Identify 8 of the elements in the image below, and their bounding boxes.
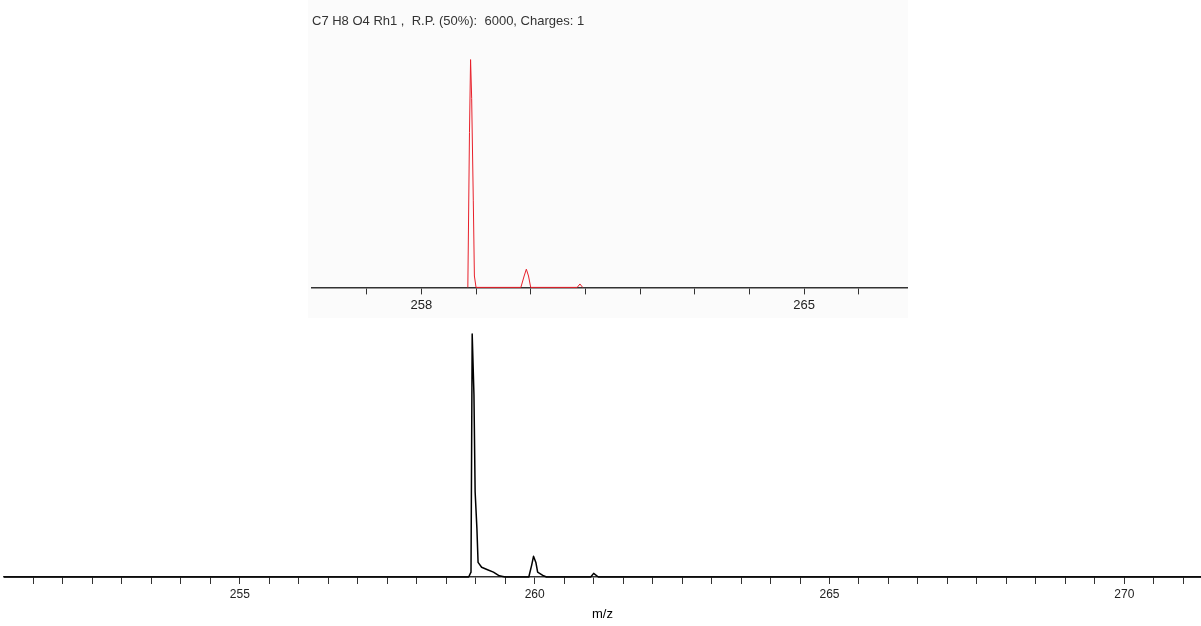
x-tick-label: 270 <box>1114 586 1135 601</box>
x-tick-label: 258 <box>410 296 433 312</box>
x-tick-label: 260 <box>524 586 546 601</box>
chart-title: C7 H8 O4 Rh1 , R.P. (50%): 6000, Charges: 1 <box>312 13 585 29</box>
x-tick-label: 255 <box>229 586 251 601</box>
x-tick-label: 265 <box>793 296 815 312</box>
x-axis-title: m/z <box>592 605 613 621</box>
x-tick-label: 265 <box>819 586 840 601</box>
